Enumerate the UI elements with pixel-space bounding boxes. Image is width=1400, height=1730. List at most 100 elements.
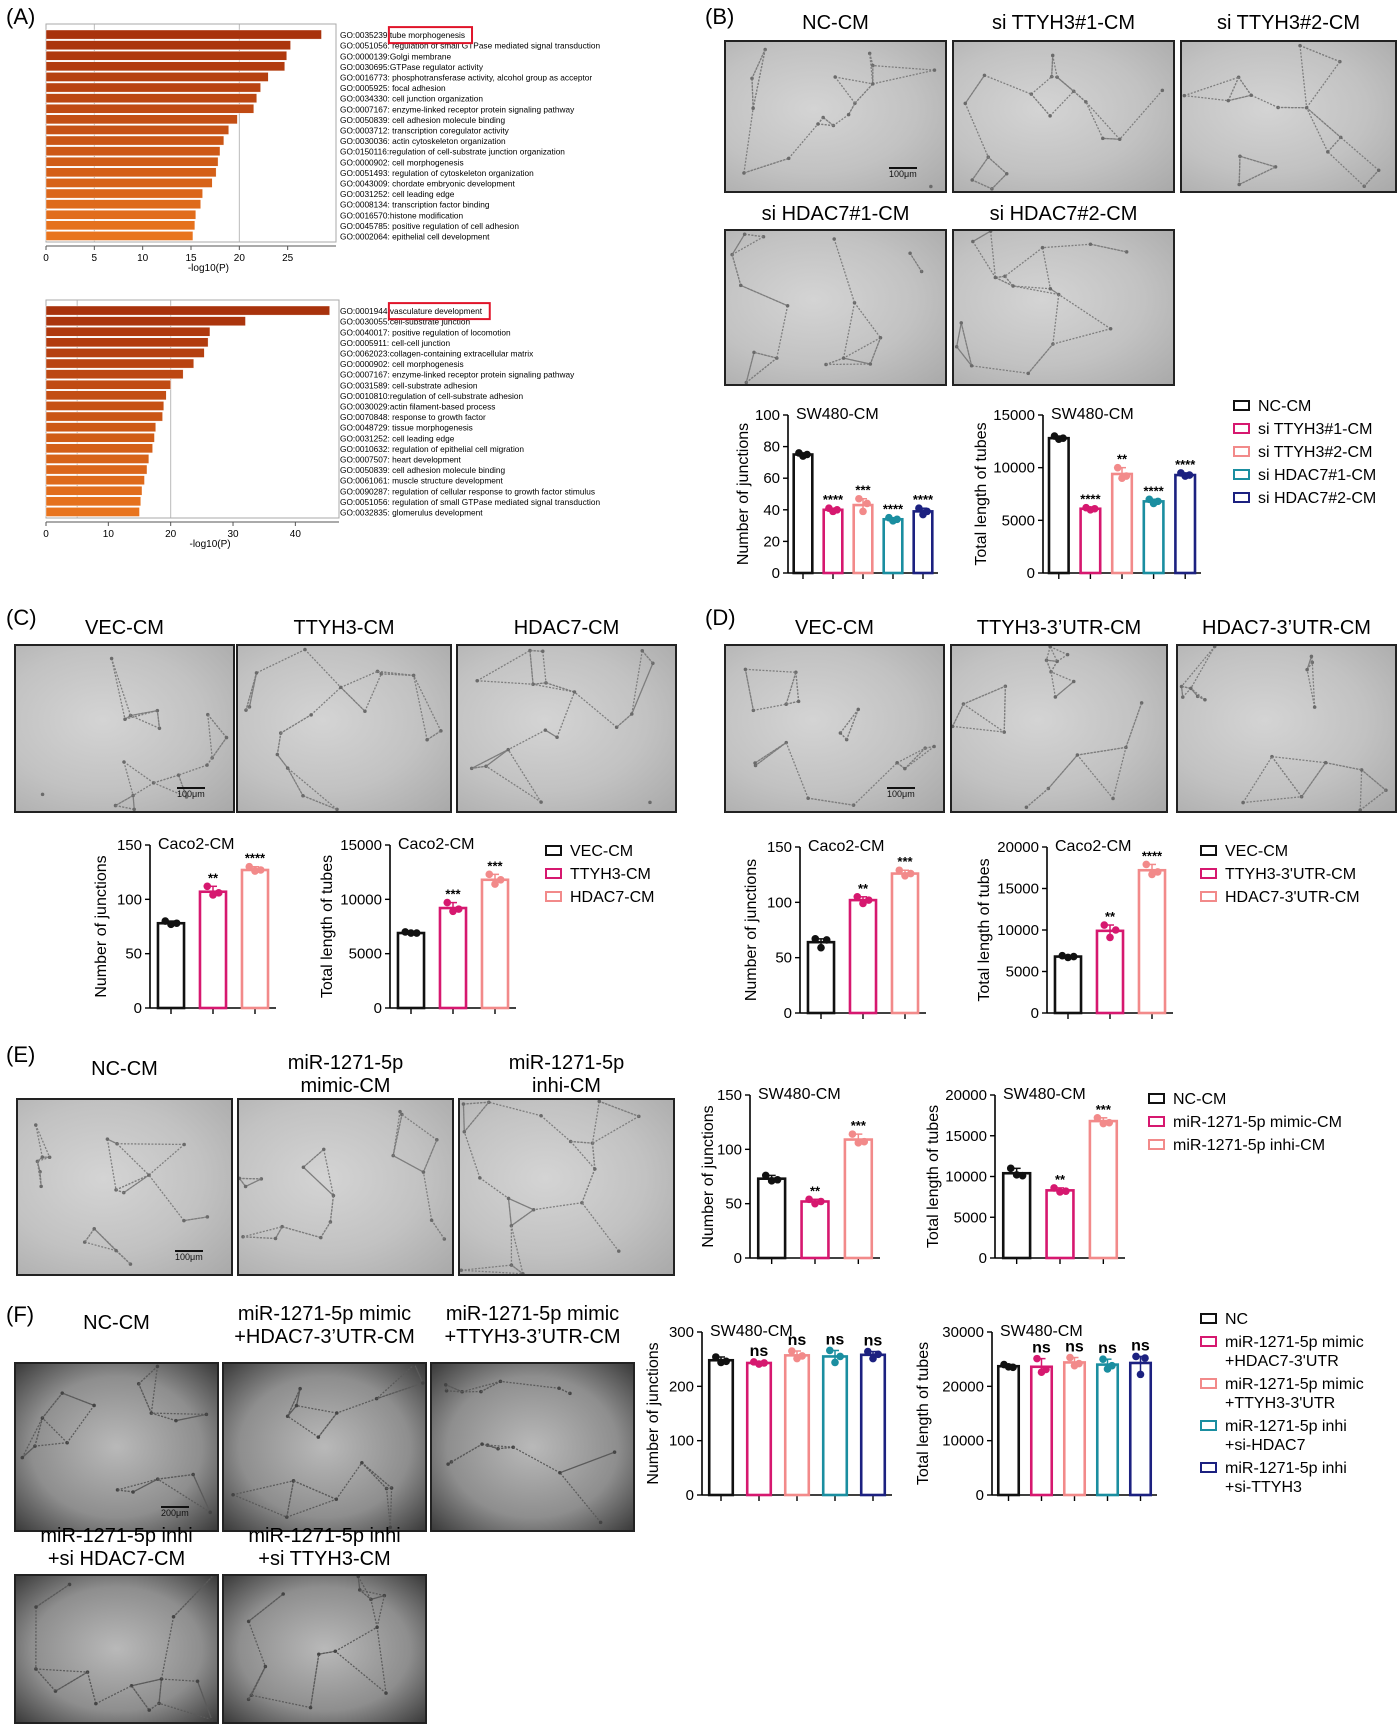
cell-cluster bbox=[568, 1139, 573, 1144]
tube-segment bbox=[591, 1143, 596, 1170]
cell-cluster bbox=[34, 1667, 38, 1671]
y-tick-label: 5000 bbox=[1006, 964, 1039, 981]
go-bar bbox=[45, 61, 285, 72]
data-point bbox=[822, 936, 831, 944]
tube-segment bbox=[41, 1392, 63, 1419]
data-point bbox=[1099, 1119, 1108, 1128]
go-bar bbox=[45, 507, 140, 517]
micrograph-image bbox=[1180, 40, 1397, 193]
chart-title: Caco2-CM bbox=[398, 836, 474, 853]
tube-segment bbox=[211, 737, 228, 759]
bar bbox=[1062, 1361, 1087, 1497]
tube-segment bbox=[158, 1678, 163, 1704]
cell-cluster bbox=[259, 1177, 264, 1181]
tube-segment bbox=[795, 672, 800, 702]
data-point bbox=[817, 1197, 825, 1206]
micrograph-network bbox=[34, 1576, 214, 1722]
data-point bbox=[1132, 1352, 1140, 1361]
micrograph-title: NC-CM bbox=[802, 12, 869, 34]
tube-segment bbox=[302, 1148, 325, 1168]
tube-segment bbox=[1027, 343, 1054, 374]
tube-segment bbox=[1052, 294, 1060, 345]
data-point bbox=[1154, 497, 1162, 506]
y-tick-label: 0 bbox=[134, 1000, 142, 1017]
tube-segment bbox=[274, 1226, 283, 1239]
micrograph-image bbox=[1176, 644, 1397, 813]
tube-segment bbox=[245, 672, 258, 711]
data-point bbox=[788, 1347, 796, 1355]
go-bar bbox=[45, 231, 194, 241]
tube-segment bbox=[1050, 671, 1056, 698]
cell-cluster bbox=[1249, 93, 1253, 98]
data-point bbox=[853, 893, 862, 901]
tube-segment bbox=[529, 650, 534, 685]
tube-segment bbox=[116, 1143, 150, 1176]
bar bbox=[843, 1138, 874, 1260]
go-term-label: GO:0030029:actin filament-based process bbox=[340, 402, 495, 412]
tube-segment bbox=[248, 1593, 284, 1622]
cell-cluster bbox=[182, 1142, 186, 1147]
tube-segment bbox=[463, 1101, 489, 1105]
tube-segment bbox=[156, 710, 161, 729]
legend-swatch bbox=[1200, 868, 1217, 879]
cell-cluster bbox=[475, 678, 479, 683]
tube-segment bbox=[335, 1462, 363, 1500]
cell-cluster bbox=[1072, 679, 1076, 684]
data-point bbox=[1093, 1114, 1102, 1122]
cell-cluster bbox=[40, 1155, 45, 1159]
tube-segment bbox=[248, 1621, 266, 1667]
micrograph-network bbox=[963, 53, 1165, 191]
tube-segment bbox=[123, 1174, 150, 1194]
cell-cluster bbox=[1160, 88, 1165, 93]
data-point bbox=[412, 929, 421, 937]
cell-cluster bbox=[1299, 794, 1304, 799]
data-point bbox=[864, 1347, 872, 1356]
tube-segment bbox=[1042, 243, 1091, 249]
cell-cluster bbox=[224, 735, 229, 740]
tube-segment bbox=[471, 749, 509, 769]
data-point bbox=[161, 917, 170, 925]
tube-segment bbox=[340, 686, 366, 712]
go-bar bbox=[45, 443, 153, 454]
go-bar bbox=[45, 369, 184, 379]
micrograph-image bbox=[724, 644, 945, 813]
tube-segment bbox=[591, 1101, 600, 1144]
tube-segment bbox=[150, 1366, 159, 1414]
y-tick-label: 150 bbox=[117, 837, 142, 854]
tube-segment bbox=[1049, 646, 1058, 662]
tube-segment bbox=[956, 322, 962, 347]
legend-swatch bbox=[1233, 492, 1250, 503]
tube-segment bbox=[177, 774, 188, 798]
micrograph-title: VEC-CM bbox=[795, 617, 874, 639]
tube-segment bbox=[115, 1174, 150, 1191]
go-bar bbox=[45, 93, 257, 103]
tube-segment bbox=[36, 1161, 41, 1172]
tube-segment bbox=[1361, 769, 1387, 791]
cell-cluster bbox=[1075, 753, 1080, 757]
cell-cluster bbox=[903, 766, 907, 771]
cell-cluster bbox=[65, 1440, 69, 1445]
legend-swatch bbox=[545, 891, 562, 902]
tube-segment bbox=[431, 1219, 445, 1240]
significance-label: ns bbox=[1032, 1340, 1051, 1357]
tube-segment bbox=[138, 1383, 152, 1414]
cell-cluster bbox=[382, 1593, 387, 1598]
tube-segment bbox=[302, 795, 338, 811]
tube-segment bbox=[392, 1111, 401, 1156]
go-bar bbox=[45, 51, 287, 61]
tube-segment bbox=[631, 650, 643, 715]
bar bbox=[156, 921, 186, 1010]
cell-cluster bbox=[751, 106, 755, 110]
tube-segment bbox=[510, 1225, 524, 1274]
legend-label: NC bbox=[1225, 1311, 1249, 1328]
tube-segment bbox=[1311, 662, 1316, 708]
data-point bbox=[798, 1352, 806, 1360]
cell-cluster bbox=[281, 1592, 285, 1596]
tube-segment bbox=[376, 1364, 416, 1400]
cell-cluster bbox=[786, 156, 791, 161]
tube-segment bbox=[956, 346, 973, 367]
tube-segment bbox=[392, 1155, 424, 1173]
tube-segment bbox=[153, 774, 179, 784]
bar bbox=[1047, 436, 1070, 575]
